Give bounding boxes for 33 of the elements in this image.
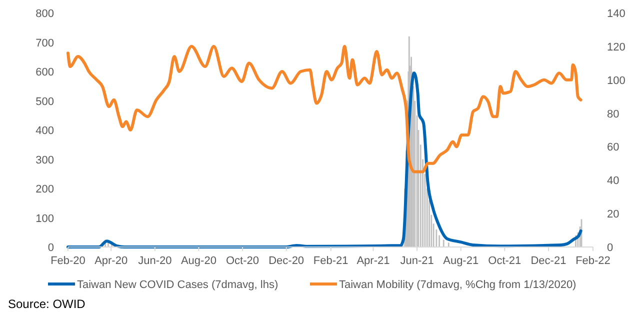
y2-tick-label: 100 xyxy=(607,74,626,87)
y2-tick-label: 60 xyxy=(607,142,620,154)
legend-label: Taiwan Mobility (7dmavg, %Chg from 1/13/2020) xyxy=(339,279,576,291)
y-tick-label: 300 xyxy=(36,154,54,166)
y-tick-label: 700 xyxy=(36,37,54,50)
y2-tick-label: 120 xyxy=(607,41,626,54)
y2-tick-label: 0 xyxy=(607,242,614,254)
source-note: Source: OWID xyxy=(8,297,86,311)
x-tick-label: Jun-21 xyxy=(400,255,434,267)
x-tick-label: Jun-20 xyxy=(138,255,172,267)
y2-tick-label: 40 xyxy=(607,175,620,188)
x-tick-label: Apr-20 xyxy=(94,255,128,267)
y-tick-label: 0 xyxy=(48,242,54,254)
y-tick-label: 100 xyxy=(36,212,54,225)
x-tick-label: Aug-20 xyxy=(180,255,216,267)
x-tick-label: Feb-22 xyxy=(576,255,610,267)
y-tick-label: 600 xyxy=(36,66,54,78)
y2-tick-label: 80 xyxy=(607,108,620,120)
x-tick-label: Feb-21 xyxy=(313,255,348,267)
y-tick-label: 200 xyxy=(36,184,54,196)
x-tick-label: Dec-20 xyxy=(268,255,304,267)
y-tick-label: 500 xyxy=(36,96,54,108)
legend-label: Taiwan New COVID Cases (7dmavg, lhs) xyxy=(77,279,278,291)
y-tick-label: 400 xyxy=(36,125,54,137)
x-tick-label: Apr-21 xyxy=(356,255,390,267)
x-tick-label: Oct-20 xyxy=(226,255,260,267)
y2-tick-label: 140 xyxy=(607,8,626,20)
x-tick-label: Dec-21 xyxy=(530,255,566,267)
x-tick-label: Aug-21 xyxy=(443,255,479,267)
y2-tick-label: 20 xyxy=(607,208,620,221)
x-tick-label: Feb-20 xyxy=(50,255,86,267)
x-tick-label: Oct-21 xyxy=(488,255,522,267)
y-tick-label: 800 xyxy=(36,8,54,20)
